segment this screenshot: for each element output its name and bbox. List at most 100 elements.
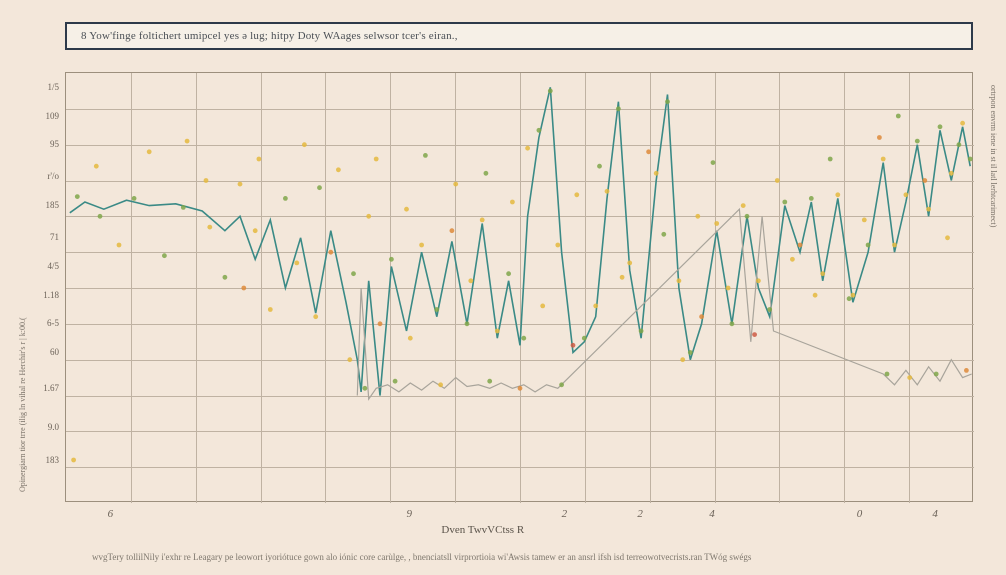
scatter-point xyxy=(711,160,716,165)
scatter-point xyxy=(866,243,871,248)
scatter-point xyxy=(480,218,485,223)
scatter-point xyxy=(294,261,299,266)
scatter-point xyxy=(238,182,243,187)
scatter-point xyxy=(438,382,443,387)
scatter-point xyxy=(378,321,383,326)
scatter-point xyxy=(450,228,455,233)
page-root: 8 Yow'finge foltichert umipcel yes ə lug… xyxy=(0,0,1006,575)
scatter-point xyxy=(665,99,670,104)
scatter-point xyxy=(302,142,307,147)
scatter-point xyxy=(71,458,76,463)
chart-title: 8 Yow'finge foltichert umipcel yes ə lug… xyxy=(81,30,458,42)
scatter-point xyxy=(525,146,530,151)
scatter-point xyxy=(877,135,882,140)
scatter-point xyxy=(223,275,228,280)
chart-caption: wvgTery tollilNily i'exhr re Leagary pe … xyxy=(92,552,972,562)
scatter-point xyxy=(147,149,152,154)
scatter-point xyxy=(896,114,901,119)
scatter-point xyxy=(555,243,560,248)
scatter-point xyxy=(964,368,969,373)
x-tick-label: 2 xyxy=(620,508,660,520)
line-series-teal xyxy=(70,87,970,395)
y-axis-label-left: Opinergiarn tior trre (ilig ln vihal re … xyxy=(18,317,27,492)
scatter-point xyxy=(714,221,719,226)
scatter-point xyxy=(835,192,840,197)
y-axis-label-right: ortrpon envrm iene in st il latl lerhtca… xyxy=(989,85,998,92)
scatter-point xyxy=(945,235,950,240)
scatter-point xyxy=(756,278,761,283)
scatter-point xyxy=(540,304,545,309)
plot-area xyxy=(65,72,973,502)
scatter-point xyxy=(798,243,803,248)
x-tick-label: 6 xyxy=(90,508,130,520)
y-tick-label: 6-5 xyxy=(31,318,59,328)
scatter-point xyxy=(204,178,209,183)
scatter-point xyxy=(646,149,651,154)
scatter-point xyxy=(98,214,103,219)
scatter-point xyxy=(881,157,886,162)
scatter-point xyxy=(434,307,439,312)
y-tick-label: 109 xyxy=(31,111,59,121)
scatter-point xyxy=(582,336,587,341)
y-tick-label: 1.18 xyxy=(31,290,59,300)
scatter-point xyxy=(559,382,564,387)
scatter-point xyxy=(627,261,632,266)
x-tick-label: 2 xyxy=(544,508,584,520)
scatter-point xyxy=(605,189,610,194)
y-tick-label: 1.67 xyxy=(31,383,59,393)
scatter-point xyxy=(366,214,371,219)
scatter-point xyxy=(782,200,787,205)
scatter-point xyxy=(484,171,489,176)
y-tick-label: r'/o xyxy=(31,171,59,181)
scatter-point xyxy=(726,286,731,291)
scatter-point xyxy=(688,350,693,355)
x-tick-label: 4 xyxy=(915,508,955,520)
scatter-point xyxy=(847,296,852,301)
scatter-point xyxy=(419,243,424,248)
scatter-point xyxy=(752,332,757,337)
scatter-point xyxy=(75,194,80,199)
scatter-point xyxy=(926,207,931,212)
scatter-point xyxy=(495,329,500,334)
chart-svg xyxy=(66,73,974,503)
scatter-point xyxy=(813,293,818,298)
scatter-point xyxy=(317,185,322,190)
scatter-point xyxy=(408,336,413,341)
scatter-point xyxy=(571,343,576,348)
scatter-point xyxy=(695,214,700,219)
scatter-point xyxy=(268,307,273,312)
y-tick-label: 71 xyxy=(31,232,59,242)
scatter-point xyxy=(207,225,212,230)
scatter-point xyxy=(593,304,598,309)
scatter-point xyxy=(851,293,856,298)
scatter-point xyxy=(922,178,927,183)
scatter-point xyxy=(677,278,682,283)
scatter-point xyxy=(745,214,750,219)
scatter-point xyxy=(162,253,167,258)
scatter-point xyxy=(253,228,258,233)
scatter-point xyxy=(661,232,666,237)
line-series-gray xyxy=(357,209,971,399)
scatter-point xyxy=(915,139,920,144)
scatter-point xyxy=(374,157,379,162)
scatter-point xyxy=(283,196,288,201)
scatter-point xyxy=(521,336,526,341)
scatter-point xyxy=(185,139,190,144)
scatter-point xyxy=(510,200,515,205)
scatter-point xyxy=(862,218,867,223)
scatter-point xyxy=(885,372,890,377)
scatter-point xyxy=(465,321,470,326)
scatter-point xyxy=(328,250,333,255)
scatter-point xyxy=(730,321,735,326)
scatter-point xyxy=(389,257,394,262)
y-tick-label: 185 xyxy=(31,200,59,210)
scatter-point xyxy=(934,372,939,377)
x-tick-label: 0 xyxy=(840,508,880,520)
scatter-point xyxy=(790,257,795,262)
scatter-point xyxy=(960,121,965,126)
scatter-point xyxy=(680,357,685,362)
scatter-point xyxy=(351,271,356,276)
scatter-point xyxy=(574,192,579,197)
y-tick-label: 183 xyxy=(31,455,59,465)
scatter-point xyxy=(453,182,458,187)
